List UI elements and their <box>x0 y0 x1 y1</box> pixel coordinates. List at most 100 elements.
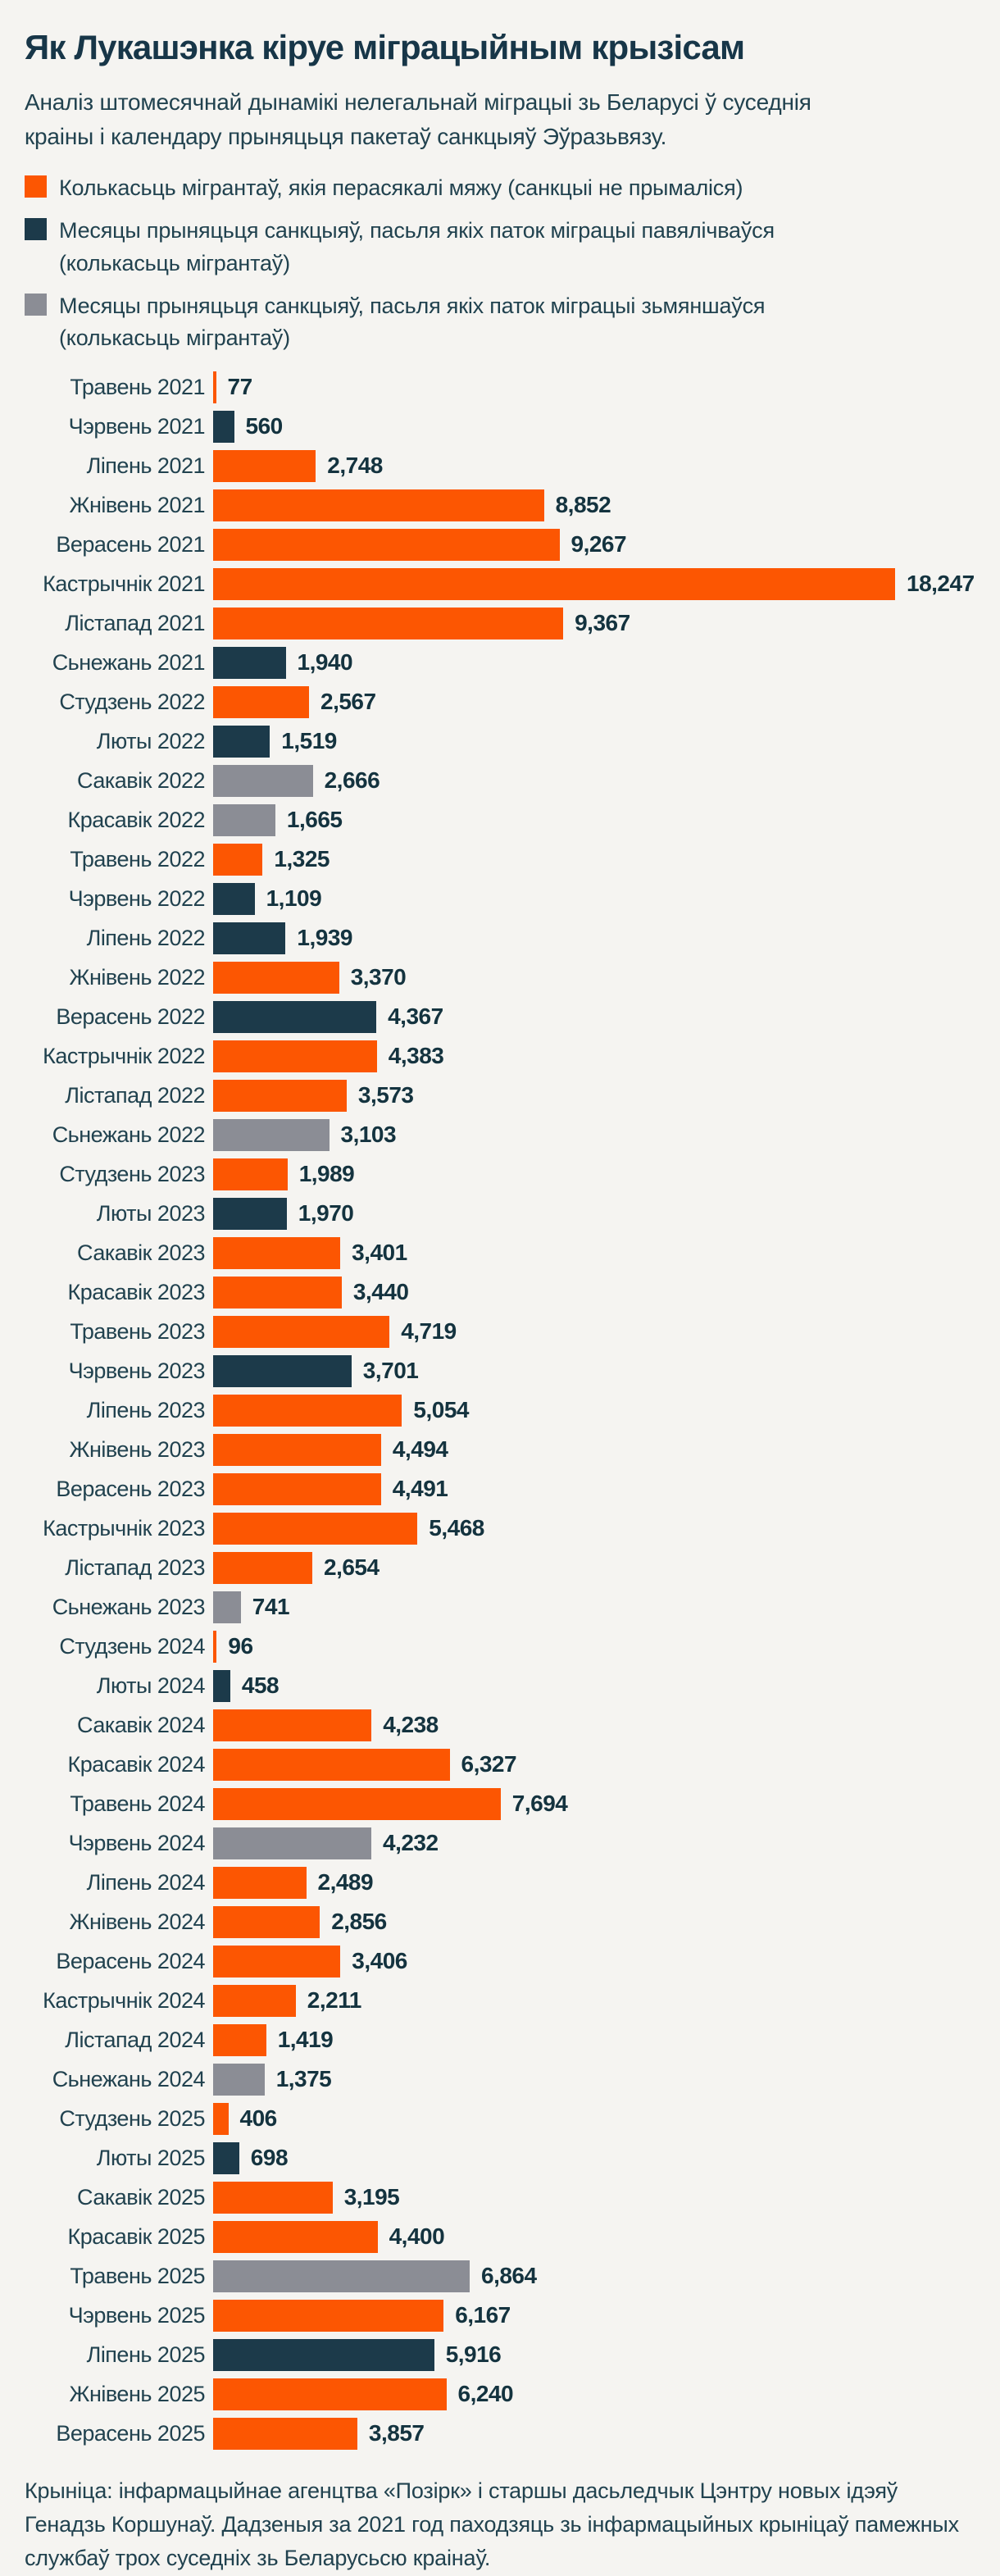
value-label: 2,666 <box>324 767 380 793</box>
category-label: Красавік 2023 <box>67 1279 206 1304</box>
value-label: 5,468 <box>429 1515 484 1541</box>
bar-no_sanctions <box>213 489 544 521</box>
category-label: Жнівень 2025 <box>69 2381 206 2406</box>
bar-no_sanctions <box>213 1866 307 1899</box>
category-label: Травень 2025 <box>70 2263 205 2288</box>
bar-row: Верасень 2023 4,491 <box>25 1469 975 1509</box>
bar-sanctions_decrease <box>213 2063 265 2096</box>
category-label: Чэрвень 2025 <box>68 2302 206 2328</box>
category-label: Сьнежань 2021 <box>52 649 206 675</box>
bar-row: Верасень 2022 4,367 <box>25 997 975 1036</box>
bar-no_sanctions <box>213 1315 390 1348</box>
bar-no_sanctions <box>213 1709 372 1741</box>
value-label: 1,665 <box>286 807 343 832</box>
bar-row: Люты 2024 458 <box>25 1666 975 1705</box>
value-label: 6,167 <box>455 2302 511 2328</box>
bar-no_sanctions <box>213 2299 444 2332</box>
value-label: 4,238 <box>383 1712 439 1737</box>
bar-row: Сьнежань 2021 1,940 <box>25 643 975 682</box>
category-label: Красавік 2024 <box>67 1751 206 1777</box>
bar-row: Верасень 2024 3,406 <box>25 1941 975 1981</box>
value-label: 1,939 <box>297 925 352 950</box>
bar-no_sanctions <box>213 2181 333 2214</box>
bar-row: Лістапад 2022 3,573 <box>25 1076 975 1115</box>
value-label: 2,654 <box>324 1554 380 1580</box>
bar-sanctions_increase <box>213 1000 377 1033</box>
category-label: Верасень 2021 <box>56 531 205 557</box>
bar-row: Чэрвень 2025 6,167 <box>25 2296 975 2335</box>
value-label: 1,519 <box>281 728 337 753</box>
category-label: Травень 2024 <box>70 1791 205 1816</box>
value-label: 18,247 <box>907 571 975 596</box>
category-label: Кастрычнік 2023 <box>43 1515 205 1541</box>
legend-label: Колькасьць мігрантаў, якія перасякалі мя… <box>59 175 743 201</box>
value-label: 3,701 <box>362 1358 419 1383</box>
bar-row: Сакавік 2023 3,401 <box>25 1233 975 1272</box>
category-label: Сьнежань 2022 <box>52 1122 206 1147</box>
value-label: 458 <box>241 1673 280 1698</box>
category-label: Кастрычнік 2024 <box>43 1987 205 2013</box>
bar-no_sanctions <box>213 449 316 482</box>
bar-sanctions_increase <box>213 882 255 915</box>
bar-no_sanctions <box>213 528 560 561</box>
value-label: 2,567 <box>320 689 376 714</box>
value-label: 1,940 <box>297 649 353 675</box>
bar-row: Чэрвень 2022 1,109 <box>25 879 975 918</box>
bar-row: Кастрычнік 2022 4,383 <box>25 1036 975 1076</box>
value-label: 2,856 <box>331 1909 387 1934</box>
bar-row: Сакавік 2025 3,195 <box>25 2178 975 2217</box>
value-label: 4,383 <box>388 1043 444 1068</box>
bar-row: Ліпень 2022 1,939 <box>25 918 975 958</box>
value-label: 1,970 <box>298 1200 354 1226</box>
value-label: 3,370 <box>350 964 407 990</box>
category-label: Травень 2022 <box>70 846 205 872</box>
value-label: 1,109 <box>266 885 322 911</box>
value-label: 560 <box>245 413 284 439</box>
bar-row: Травень 2021 77 <box>25 367 975 407</box>
subtitle: Аналіз штомесячнай дынамікі нелегальнай … <box>25 89 811 150</box>
bar-row: Жнівень 2025 6,240 <box>25 2374 975 2414</box>
bar-row: Сакавік 2022 2,666 <box>25 761 975 800</box>
bar-no_sanctions <box>213 1472 381 1505</box>
bar-sanctions_increase <box>213 2338 434 2371</box>
value-label: 6,327 <box>461 1751 517 1777</box>
value-label: 3,103 <box>340 1122 397 1147</box>
sanctions_increase-swatch-icon <box>25 218 47 241</box>
bar-row: Ліпень 2021 2,748 <box>25 446 975 485</box>
category-label: Ліпень 2022 <box>86 925 206 950</box>
bar-row: Травень 2022 1,325 <box>25 840 975 879</box>
no_sanctions-swatch-icon <box>25 175 47 198</box>
bar-row: Лістапад 2021 9,367 <box>25 603 975 643</box>
value-label: 2,489 <box>317 1869 374 1895</box>
value-label: 5,054 <box>413 1397 469 1422</box>
bar-row: Студзень 2025 406 <box>25 2099 975 2138</box>
bar-row: Красавік 2024 6,327 <box>25 1745 975 1784</box>
bar-row: Жнівень 2023 4,494 <box>25 1430 975 1469</box>
bar-row: Студзень 2022 2,567 <box>25 682 975 721</box>
value-label: 6,864 <box>481 2263 537 2288</box>
category-label: Чэрвень 2022 <box>68 885 206 911</box>
bar-row: Сьнежань 2022 3,103 <box>25 1115 975 1154</box>
category-label: Ліпень 2023 <box>86 1397 206 1422</box>
bar-sanctions_increase <box>213 725 270 758</box>
bar-row: Красавік 2023 3,440 <box>25 1272 975 1312</box>
page-title: Як Лукашэнка кіруе міграцыйным крызісам <box>25 28 745 66</box>
category-label: Травень 2023 <box>70 1318 205 1344</box>
category-label: Чэрвень 2023 <box>68 1358 206 1383</box>
category-label: Верасень 2025 <box>56 2420 205 2446</box>
bar-no_sanctions <box>213 1905 320 1938</box>
bar-no_sanctions <box>213 1630 217 1663</box>
bar-row: Кастрычнік 2024 2,211 <box>25 1981 975 2020</box>
category-label: Люты 2025 <box>96 2145 206 2170</box>
value-label: 4,491 <box>392 1476 448 1501</box>
category-label: Жнівень 2021 <box>69 492 206 517</box>
value-label: 4,232 <box>383 1830 439 1855</box>
bar-no_sanctions <box>213 2378 447 2410</box>
bar-row: Лістапад 2023 2,654 <box>25 1548 975 1587</box>
bar-sanctions_increase <box>213 1354 352 1387</box>
category-label: Лістапад 2021 <box>65 610 205 635</box>
value-label: 4,367 <box>388 1004 443 1029</box>
bar-row: Сьнежань 2024 1,375 <box>25 2059 975 2099</box>
bar-row: Люты 2023 1,970 <box>25 1194 975 1233</box>
bar-sanctions_increase <box>213 2141 239 2174</box>
